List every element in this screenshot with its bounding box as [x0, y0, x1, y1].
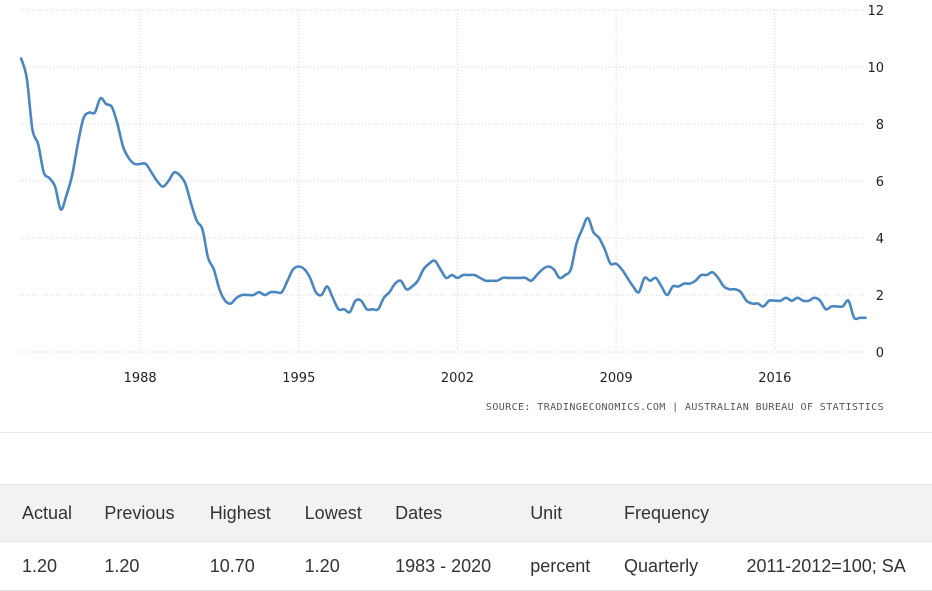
x-tick-label: 1995 — [282, 371, 315, 386]
chart-divider — [0, 432, 932, 433]
stats-table: Actual Previous Highest Lowest Dates Uni… — [0, 484, 932, 591]
chart-series — [21, 58, 865, 319]
y-tick-label: 12 — [867, 4, 884, 19]
value-actual: 1.20 — [0, 542, 82, 591]
value-base: 2011-2012=100; SA — [725, 542, 932, 591]
chart-ticks: 0 2 4 6 8 10 12 1988 1995 2002 2009 2016 — [124, 4, 884, 386]
value-previous: 1.20 — [82, 542, 187, 591]
header-base — [725, 485, 932, 542]
chart-source: SOURCE: TRADINGECONOMICS.COM | AUSTRALIA… — [486, 402, 884, 413]
y-tick-label: 0 — [876, 346, 884, 361]
value-lowest: 1.20 — [283, 542, 373, 591]
header-highest: Highest — [188, 485, 283, 542]
y-tick-label: 2 — [876, 289, 884, 304]
value-dates: 1983 - 2020 — [373, 542, 508, 591]
line-chart: 0 2 4 6 8 10 12 1988 1995 2002 2009 2016 SOURCE: TR… — [0, 0, 932, 440]
y-tick-label: 10 — [867, 61, 884, 76]
value-frequency: Quarterly — [602, 542, 724, 591]
header-actual: Actual — [0, 485, 82, 542]
header-lowest: Lowest — [283, 485, 373, 542]
series-line — [21, 58, 865, 319]
x-tick-label: 1988 — [124, 371, 157, 386]
y-tick-label: 4 — [876, 232, 884, 247]
header-previous: Previous — [82, 485, 187, 542]
y-tick-label: 8 — [876, 118, 884, 133]
y-tick-label: 6 — [876, 175, 884, 190]
header-frequency: Frequency — [602, 485, 724, 542]
value-highest: 10.70 — [188, 542, 283, 591]
x-tick-label: 2016 — [758, 371, 791, 386]
x-tick-label: 2002 — [441, 371, 474, 386]
header-dates: Dates — [373, 485, 508, 542]
header-unit: Unit — [508, 485, 602, 542]
chart-grid — [20, 10, 864, 352]
stats-value-row: 1.20 1.20 10.70 1.20 1983 - 2020 percent… — [0, 542, 932, 591]
value-unit: percent — [508, 542, 602, 591]
stats-header-row: Actual Previous Highest Lowest Dates Uni… — [0, 485, 932, 542]
x-tick-label: 2009 — [600, 371, 633, 386]
